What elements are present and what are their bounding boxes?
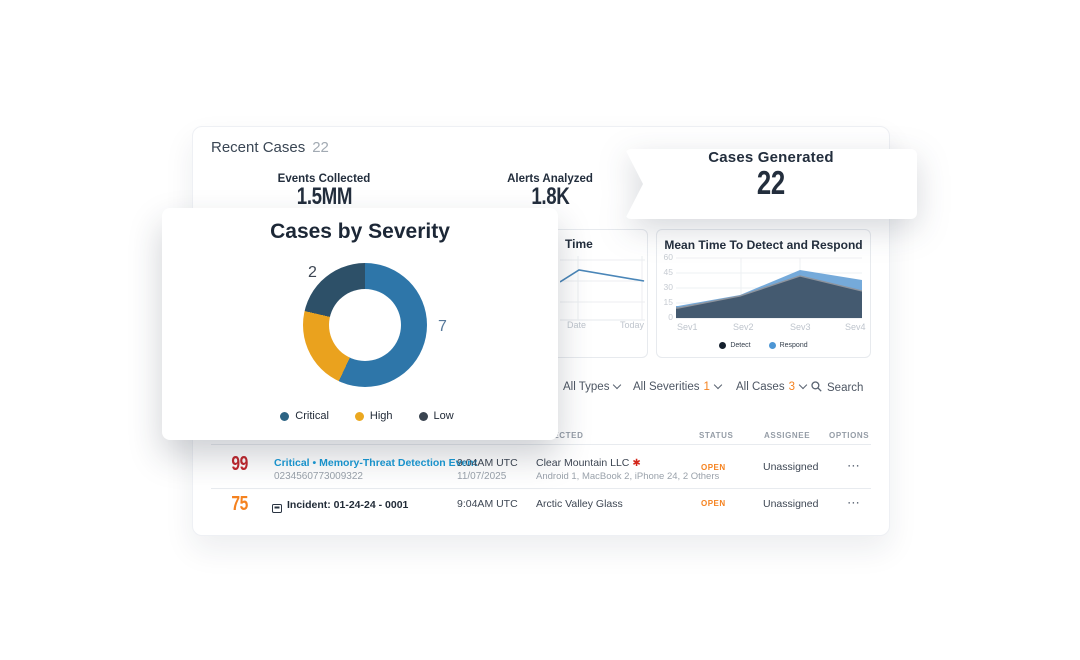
cases-generated-label: Cases Generated [708, 149, 834, 166]
page-title-count: 22 [312, 139, 329, 156]
donut-label-low: 2 [308, 264, 317, 281]
time-x-tick-date: Date [567, 320, 587, 330]
mttr-y-tick: 30 [663, 282, 673, 292]
critical-dot-icon [280, 411, 290, 421]
mttr-x-tick: Sev1 [677, 322, 698, 332]
stat-card-alerts-analyzed[interactable]: Alerts Analyzed 1.8K [439, 167, 661, 216]
stat-value: 1.8K [530, 183, 569, 210]
legend-item-critical[interactable]: Critical [280, 410, 329, 422]
assignee-value[interactable]: Unassigned [763, 498, 819, 510]
row-options-button[interactable]: ⋯ [847, 495, 861, 510]
row-options-button[interactable]: ⋯ [847, 458, 861, 473]
row-score: 99 [231, 453, 248, 475]
col-header-affected: AFFECTED [536, 431, 584, 440]
col-header-options: OPTIONS [829, 431, 870, 440]
assignee-value[interactable]: Unassigned [763, 461, 819, 473]
detect-dot-icon [719, 342, 727, 349]
severity-legend: Critical High Low [162, 410, 558, 422]
page-title: Recent Cases 22 [211, 139, 329, 156]
legend-item-respond[interactable]: Respond [768, 342, 808, 349]
mttr-x-tick: Sev4 [845, 322, 866, 332]
filter-count: 3 [788, 381, 795, 393]
affected-devices: Android 1, MacBook 2, iPhone 24, 2 Other… [536, 471, 720, 482]
cases-generated-value: 22 [757, 164, 785, 201]
org-name: Arctic Valley Glass [536, 498, 623, 510]
high-dot-icon [354, 411, 364, 421]
donut-label-critical: 7 [438, 318, 447, 335]
mttr-y-tick: 60 [663, 252, 673, 262]
filter-all-types[interactable]: All Types [563, 380, 622, 393]
stat-label: Events Collected [277, 173, 371, 185]
search-label: Search [827, 382, 864, 394]
col-header-status: STATUS [699, 431, 734, 440]
threat-icon: ✱ [632, 458, 641, 469]
chevron-down-icon [613, 380, 622, 390]
legend-item-high[interactable]: High [354, 410, 393, 422]
time-x-tick-today: Today [620, 320, 645, 330]
chevron-down-icon [713, 380, 723, 390]
low-dot-icon [418, 411, 428, 421]
mttr-y-tick: 15 [663, 297, 673, 307]
mttr-chart-title: Mean Time To Detect and Respond [664, 238, 863, 252]
status-badge: OPEN [701, 463, 726, 472]
search-icon [811, 381, 822, 392]
created-time: 9:04AM UTC [457, 457, 518, 469]
legend-item-low[interactable]: Low [418, 410, 454, 422]
cases-by-severity-popup: Cases by Severity 2 7 Critical High Low [162, 208, 558, 440]
row-score: 75 [231, 493, 248, 515]
severity-donut-chart[interactable] [303, 263, 427, 387]
mttr-x-tick: Sev3 [790, 322, 811, 332]
search-control[interactable]: Search [811, 381, 863, 394]
stat-card-events-collected[interactable]: Events Collected 1.5MM [213, 167, 435, 216]
stat-label: Alerts Analyzed [507, 173, 593, 185]
case-title-link[interactable]: Critical • Memory-Threat Detection Event [274, 457, 478, 469]
legend-item-detect[interactable]: Detect [719, 342, 751, 349]
mttr-legend: Detect Respond [657, 342, 870, 349]
chevron-down-icon [798, 380, 808, 390]
org-name: Clear Mountain LLC ✱ [536, 457, 641, 469]
mttr-y-tick: 45 [663, 267, 673, 277]
page-title-text: Recent Cases [211, 139, 306, 156]
case-id: 0234560773009322 [274, 471, 363, 482]
header-divider [211, 444, 871, 445]
status-badge: OPEN [701, 499, 726, 508]
time-chart-title: Time [565, 237, 593, 251]
filter-all-cases[interactable]: All Cases 3 [736, 380, 808, 393]
mttr-chart-card: Mean Time To Detect and Respond 60 45 30… [656, 229, 871, 358]
filter-all-severities[interactable]: All Severities 1 [633, 380, 723, 393]
mttr-x-tick: Sev2 [733, 322, 754, 332]
cases-generated-popup[interactable]: Cases Generated 22 [625, 138, 917, 219]
respond-dot-icon [768, 342, 776, 349]
incident-icon [272, 499, 282, 517]
filter-count: 1 [703, 381, 710, 393]
mttr-y-tick: 0 [668, 312, 673, 322]
col-header-assignee: ASSIGNEE [764, 431, 811, 440]
created-time: 9:04AM UTC [457, 498, 518, 510]
created-date: 11/07/2025 [457, 471, 507, 482]
case-title[interactable]: Incident: 01-24-24 - 0001 [287, 499, 409, 511]
time-line-chart [560, 256, 645, 321]
severity-chart-title: Cases by Severity [270, 220, 450, 243]
stat-value: 1.5MM [296, 183, 352, 210]
mttr-area-chart [676, 257, 862, 319]
row-divider [211, 488, 871, 489]
